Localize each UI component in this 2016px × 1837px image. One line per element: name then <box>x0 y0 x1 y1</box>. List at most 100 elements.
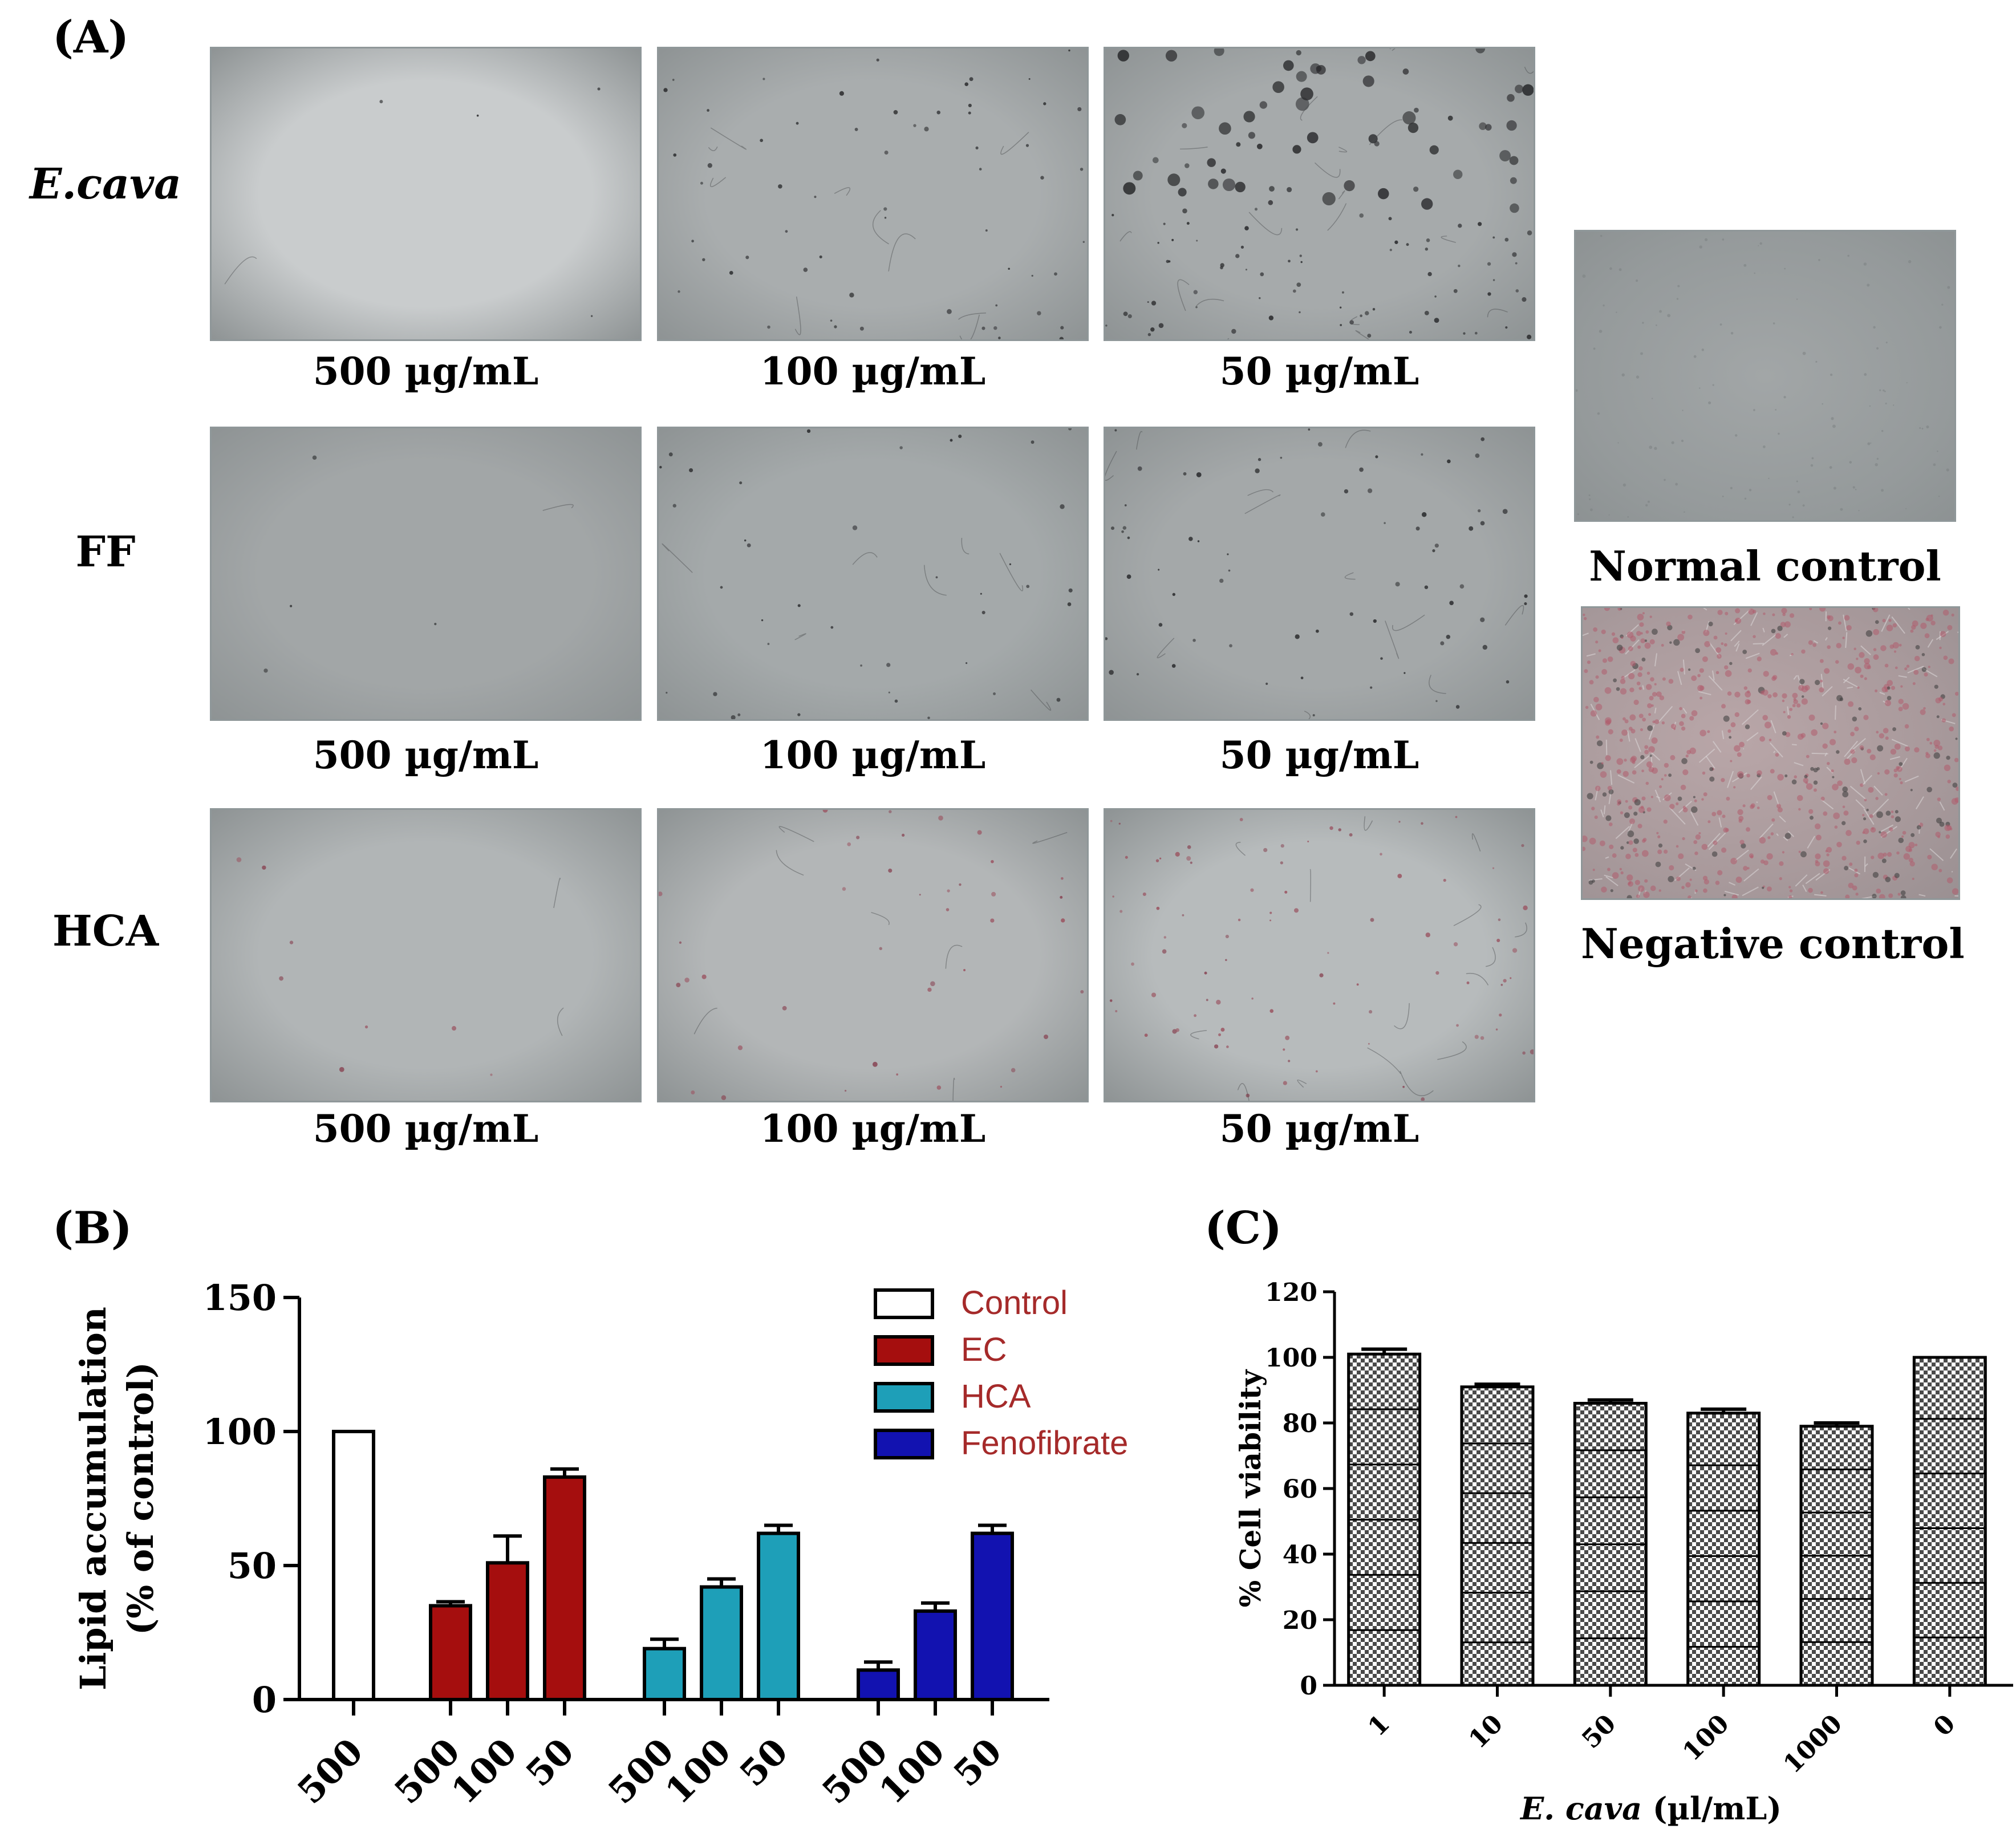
lipid-droplet <box>1694 851 1698 855</box>
lipid-droplet <box>1678 853 1684 859</box>
lipid-droplet <box>1945 834 1950 839</box>
lipid-droplet <box>1642 717 1646 722</box>
stain-dot <box>1112 213 1114 217</box>
lipid-droplet <box>1909 861 1915 867</box>
lipid-droplet <box>1661 778 1664 781</box>
lipid-droplet <box>1777 774 1784 781</box>
lipid-droplet <box>1715 881 1720 885</box>
lipid-droplet <box>1873 654 1879 660</box>
lipid-droplet <box>1630 660 1636 667</box>
negative-control-texture <box>1583 608 1958 898</box>
stain-dot <box>1296 50 1301 56</box>
lipid-droplet <box>1685 754 1689 758</box>
panel-c-letter: (C) <box>1204 1202 1282 1254</box>
lipid-droplet <box>1762 886 1764 889</box>
negative-fiber <box>1844 740 1858 757</box>
stain-dot <box>1214 48 1224 56</box>
lipid-droplet <box>1583 617 1587 621</box>
negative-fiber <box>1802 885 1807 892</box>
lipid-droplet <box>1637 672 1642 678</box>
stain-dot <box>312 455 317 460</box>
lipid-droplet <box>1727 729 1731 733</box>
lipid-droplet <box>1602 658 1608 663</box>
normal-dot <box>1647 500 1650 503</box>
lipid-droplet <box>1891 686 1896 690</box>
stain-dot <box>1163 222 1166 225</box>
micrograph-r0-c0 <box>210 47 642 341</box>
stain-dot <box>1188 537 1193 541</box>
stain-dot <box>1226 1045 1229 1048</box>
x-tick-label: 1 <box>1362 1709 1396 1742</box>
stain-dot <box>1167 173 1181 186</box>
stain-dot <box>1510 177 1517 184</box>
stain-dot <box>1162 949 1167 954</box>
lipid-droplet <box>1679 707 1682 711</box>
stain-dot <box>797 604 801 607</box>
lipid-droplet <box>1657 835 1661 838</box>
stain-dot <box>1294 908 1299 913</box>
lipid-droplet <box>1709 776 1715 782</box>
normal-dot <box>1768 477 1770 480</box>
stain-dot <box>761 619 764 622</box>
stain-dot <box>1453 942 1458 947</box>
lipid-droplet <box>1855 893 1859 896</box>
stain-dot <box>1479 122 1487 130</box>
negative-fiber <box>1776 833 1779 837</box>
negative-fiber <box>1750 776 1762 790</box>
stain-dot <box>1256 143 1263 149</box>
bar-ec-500 <box>429 1604 472 1701</box>
lipid-droplet <box>1844 759 1851 765</box>
stain-dot <box>236 857 242 862</box>
lipid-droplet <box>1794 775 1797 778</box>
lipid-droplet <box>1730 760 1733 763</box>
stain-dot <box>1280 456 1283 459</box>
stain-dot <box>1459 584 1465 589</box>
negative-fiber <box>1907 608 1910 610</box>
lipid-droplet <box>1952 888 1958 895</box>
stain-dot <box>1283 60 1294 71</box>
stain-dot <box>1375 455 1378 459</box>
lipid-droplet <box>1933 749 1937 752</box>
lipid-droplet <box>1934 684 1938 689</box>
lipid-droplet <box>1899 778 1901 781</box>
lipid-droplet <box>1703 630 1710 636</box>
lipid-droplet <box>1842 805 1845 809</box>
stain-dot <box>1469 526 1474 531</box>
lipid-droplet <box>1704 641 1711 647</box>
stain-dot <box>830 626 834 629</box>
stain-dot <box>1204 971 1207 975</box>
normal-dot <box>1822 403 1823 405</box>
lipid-droplet <box>1900 781 1903 785</box>
stain-dot <box>1527 230 1532 236</box>
stain-dot <box>1498 918 1501 922</box>
normal-dot <box>1675 482 1678 486</box>
stain-dot <box>1368 488 1373 493</box>
stain-dot <box>1125 855 1128 859</box>
normal-dot <box>1576 389 1578 392</box>
stain-dot <box>1056 698 1061 702</box>
normal-dot <box>1811 457 1814 460</box>
lipid-droplet <box>1806 755 1810 759</box>
lipid-droplet <box>1593 627 1598 632</box>
stain-dot <box>1292 289 1296 293</box>
lipid-droplet <box>1642 612 1645 615</box>
stain-dot <box>1414 107 1419 113</box>
fiber-line <box>662 543 693 573</box>
lipid-droplet <box>1935 832 1941 837</box>
lipid-droplet <box>1742 650 1747 654</box>
normal-dot <box>1722 495 1724 497</box>
lipid-droplet <box>1873 608 1879 613</box>
stain-dot <box>950 439 953 442</box>
lipid-droplet <box>1827 615 1831 619</box>
stain-dot <box>702 258 705 261</box>
stain-dot <box>1206 999 1208 1001</box>
lipid-droplet <box>1921 667 1927 672</box>
lipid-droplet <box>1757 656 1762 662</box>
normal-dot <box>1655 324 1657 326</box>
lipid-droplet <box>1633 812 1638 816</box>
normal-dot <box>1831 417 1834 420</box>
stain-dot <box>834 325 837 329</box>
lipid-droplet <box>1819 608 1826 612</box>
lipid-droplet <box>1779 877 1782 881</box>
lipid-droplet <box>1637 614 1644 621</box>
